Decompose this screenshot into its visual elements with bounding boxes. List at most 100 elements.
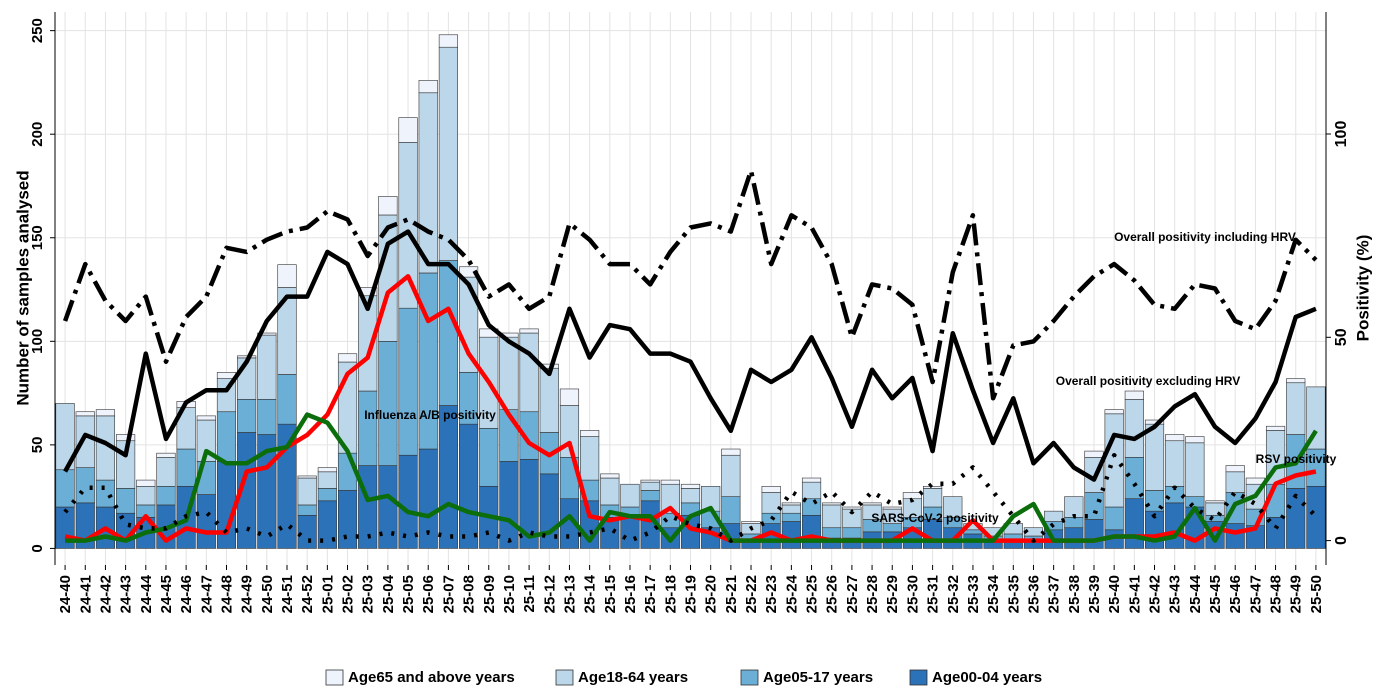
x-tick-label: 24-51 (279, 575, 296, 613)
bar-segment (317, 467, 337, 473)
x-tick-label: 25-26 (824, 575, 841, 613)
bar-segment (1124, 399, 1144, 458)
x-tick-label: 25-31 (925, 575, 942, 613)
bar-segment (116, 488, 136, 514)
y-axis-title: Number of samples analysed (13, 170, 32, 405)
bar-segment (1185, 496, 1205, 508)
bar-segment (1185, 436, 1205, 444)
bar-segment (923, 485, 943, 489)
y2-tick-label: 0 (1333, 536, 1350, 545)
bar-segment (95, 479, 116, 508)
bar-segment (640, 490, 660, 502)
bar-segment (398, 307, 418, 456)
x-tick-label: 25-27 (844, 575, 861, 613)
bar-segment (1124, 498, 1144, 549)
bar-segment (943, 496, 963, 518)
bar-segment (1225, 471, 1245, 493)
x-tick-label: 24-42 (97, 575, 114, 613)
x-tick-label: 25-06 (420, 575, 437, 613)
x-tick-label: 24-49 (239, 575, 256, 613)
bar-segment (257, 334, 277, 400)
x-tick-label: 25-47 (1247, 575, 1264, 613)
bar-segment (741, 521, 761, 524)
line-label: Influenza A/B positivity (364, 408, 496, 422)
bar-segment (721, 448, 741, 456)
x-tick-label: 25-01 (319, 575, 336, 613)
bar-segment (1306, 485, 1326, 549)
legend-label: Age05-17 years (763, 669, 873, 686)
x-tick-label: 25-43 (1167, 575, 1184, 613)
bar-segment (216, 411, 237, 462)
x-tick-label: 25-14 (582, 574, 599, 613)
bar-segment (75, 415, 95, 468)
bar-segment (620, 517, 640, 549)
bar-segment (539, 367, 559, 433)
legend-label: Age65 and above years (348, 669, 515, 686)
bar-segment (337, 490, 358, 549)
bar-segment (156, 485, 176, 506)
legend-swatch (740, 669, 759, 686)
bar-segment (458, 276, 479, 373)
line-label: SARS-CoV-2 positivity (871, 511, 999, 525)
bar-segment (801, 514, 822, 549)
line-solid (63, 229, 1317, 482)
x-tick-label: 25-11 (521, 575, 538, 613)
bar-segment (1205, 500, 1225, 504)
bar-segment (822, 504, 842, 529)
bar-segment (600, 477, 620, 506)
x-tick-label: 25-25 (804, 575, 821, 613)
bar-segment (196, 415, 216, 421)
x-tick-label: 25-42 (1147, 575, 1164, 613)
bar-segment (822, 527, 842, 539)
x-tick-label: 25-50 (1308, 575, 1325, 613)
bar-segment (680, 483, 701, 489)
bar-segment (75, 411, 95, 417)
bar-segment (801, 477, 822, 483)
x-tick-label: 25-45 (1207, 575, 1224, 613)
x-tick-label: 25-02 (340, 575, 357, 613)
y-tick-label: 50 (29, 437, 46, 454)
bar-segment (640, 481, 660, 491)
bar-segment (156, 452, 176, 458)
x-tick-label: 24-47 (198, 575, 215, 613)
x-tick-label: 24-43 (118, 575, 135, 613)
bar-segment (640, 479, 660, 483)
bar-segment (1124, 456, 1144, 500)
bar-segment (1205, 502, 1225, 516)
x-tick-label: 25-34 (985, 574, 1002, 613)
y-tick-label: 0 (29, 544, 46, 552)
x-tick-label: 24-46 (178, 575, 195, 613)
x-tick-label: 25-28 (864, 575, 881, 613)
bar-segment (438, 46, 458, 261)
bar-segment (398, 454, 418, 549)
x-tick-label: 25-40 (1106, 575, 1123, 613)
bar-segment (519, 328, 539, 334)
x-tick-label: 24-41 (77, 575, 94, 613)
y-tick-label: 250 (29, 18, 46, 43)
y2-tick-label: 50 (1333, 328, 1350, 346)
bar-segment (580, 436, 600, 481)
bar-segment (559, 388, 580, 406)
bar-segment (277, 374, 297, 425)
legend-swatch (555, 669, 574, 686)
bar-segment (1165, 434, 1185, 442)
bar-segment (438, 260, 458, 406)
line-label: Overall positivity including HRV (1114, 230, 1296, 244)
x-tick-label: 25-04 (380, 574, 397, 613)
bar-segment (1124, 390, 1144, 400)
bar-segment (1286, 378, 1306, 384)
legend-swatch (325, 669, 344, 686)
bar-segment (1104, 506, 1124, 531)
bar-segment (418, 272, 438, 450)
y-tick-label: 100 (29, 329, 46, 354)
legend-label: Age00-04 years (932, 669, 1042, 686)
bar-segment (297, 477, 317, 506)
bar-segment (418, 80, 438, 94)
bar-segment (277, 287, 297, 375)
bar-segment (136, 479, 156, 487)
bar-segment (95, 409, 116, 417)
bar-segment (297, 475, 317, 479)
bar-segment (842, 506, 862, 510)
x-tick-label: 24-48 (218, 575, 235, 613)
x-tick-label: 24-50 (259, 575, 276, 613)
